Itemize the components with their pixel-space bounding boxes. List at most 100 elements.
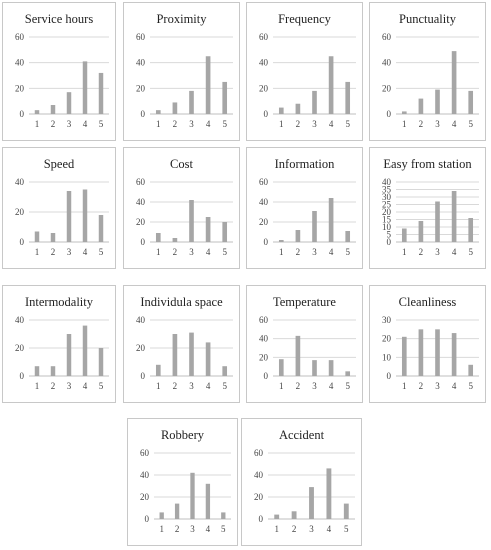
chart-svg: Service hours 0 20 40 60 1 2 3 4 5	[15, 12, 109, 129]
bar-3	[66, 334, 72, 376]
bar-1	[401, 336, 407, 376]
x-tick-label: 4	[206, 119, 211, 129]
y-tick-label: 40	[136, 197, 146, 207]
y-tick-label: 0	[141, 371, 146, 381]
bar-4	[82, 61, 88, 114]
y-tick-label: 0	[20, 371, 25, 381]
y-tick-label: 20	[15, 83, 25, 93]
bar-2	[295, 230, 301, 242]
x-tick-label: 1	[279, 381, 284, 391]
bar-2	[418, 98, 424, 114]
y-tick-label: 20	[259, 352, 269, 362]
bar-5	[345, 231, 351, 242]
bar-2	[295, 335, 301, 376]
bar-1	[34, 366, 40, 376]
y-tick-label: 40	[259, 197, 269, 207]
chart-panel: Easy from station 0 5 10 15 20 25 30 35 40 1 2 3 4 5	[369, 147, 486, 269]
x-tick-label: 4	[329, 247, 334, 257]
y-tick-label: 5	[387, 230, 392, 240]
chart-panel: Robbery 0 20 40 60 1 2 3 4 5	[127, 418, 238, 546]
chart-panel: Intermodality 0 20 40 1 2 3 4 5	[2, 285, 116, 403]
chart-title: Easy from station	[383, 157, 472, 171]
x-tick-label: 4	[452, 119, 457, 129]
x-tick-label: 5	[345, 119, 350, 129]
bar-2	[295, 103, 301, 114]
x-tick-label: 3	[435, 247, 440, 257]
y-tick-label: 40	[140, 470, 150, 480]
bar-5	[343, 503, 349, 519]
bar-1	[278, 359, 284, 376]
x-tick-label: 5	[222, 247, 227, 257]
y-tick-label: 25	[382, 200, 392, 210]
x-tick-label: 1	[279, 119, 284, 129]
x-tick-label: 5	[222, 381, 227, 391]
x-tick-label: 1	[35, 247, 40, 257]
bar-3	[66, 92, 72, 114]
x-tick-label: 5	[99, 119, 104, 129]
y-tick-label: 60	[136, 177, 146, 187]
y-tick-label: 0	[387, 371, 392, 381]
x-tick-label: 4	[206, 524, 211, 534]
x-tick-label: 5	[221, 524, 226, 534]
bar-4	[82, 189, 88, 242]
x-tick-label: 3	[189, 247, 194, 257]
chart-title: Robbery	[161, 428, 205, 442]
bar-1	[155, 233, 161, 242]
x-tick-label: 3	[190, 524, 195, 534]
bar-4	[451, 51, 457, 114]
chart-svg: Speed 0 20 40 1 2 3 4 5	[15, 157, 109, 257]
bar-4	[205, 342, 211, 376]
bar-1	[159, 512, 164, 519]
y-tick-label: 0	[20, 237, 25, 247]
x-tick-label: 5	[345, 381, 350, 391]
y-tick-label: 0	[264, 237, 269, 247]
x-tick-label: 2	[419, 381, 424, 391]
bar-1	[278, 107, 284, 114]
chart-svg: Individula space 0 20 40 1 2 3 4 5	[136, 295, 233, 391]
bar-3	[66, 191, 72, 242]
y-tick-label: 20	[140, 492, 150, 502]
y-tick-label: 20	[259, 83, 269, 93]
y-tick-label: 20	[136, 217, 146, 227]
bar-2	[172, 238, 178, 242]
x-tick-label: 3	[312, 381, 317, 391]
chart-title: Individula space	[140, 295, 223, 309]
y-tick-label: 20	[15, 343, 25, 353]
bar-1	[155, 364, 161, 376]
bar-5	[222, 222, 228, 242]
y-tick-label: 60	[259, 32, 269, 42]
bar-4	[328, 360, 334, 376]
x-tick-label: 1	[156, 119, 161, 129]
y-tick-label: 20	[15, 207, 25, 217]
x-tick-label: 5	[99, 247, 104, 257]
x-tick-label: 3	[312, 119, 317, 129]
bar-3	[435, 89, 440, 114]
x-tick-label: 1	[402, 247, 407, 257]
bar-4	[205, 483, 211, 519]
y-tick-label: 0	[387, 109, 392, 119]
chart-title: Temperature	[273, 295, 336, 309]
bar-1	[401, 111, 407, 114]
x-tick-label: 3	[312, 247, 317, 257]
bar-3	[189, 200, 194, 242]
y-tick-label: 40	[15, 58, 25, 68]
y-tick-label: 35	[382, 185, 392, 195]
chart-svg: Intermodality 0 20 40 1 2 3 4 5	[15, 295, 109, 391]
chart-svg: Temperature 0 20 40 60 1 2 3 4 5	[259, 295, 356, 391]
chart-panel: Speed 0 20 40 1 2 3 4 5	[2, 147, 116, 269]
bar-2	[291, 511, 297, 519]
bar-3	[189, 332, 194, 376]
x-tick-label: 2	[419, 119, 424, 129]
bar-2	[50, 233, 56, 242]
bar-4	[328, 56, 334, 114]
chart-panel: Information 0 20 40 60 1 2 3 4 5	[246, 147, 363, 269]
x-tick-label: 4	[83, 247, 88, 257]
x-tick-label: 4	[206, 381, 211, 391]
y-tick-label: 40	[382, 177, 392, 187]
x-tick-label: 3	[189, 119, 194, 129]
y-tick-label: 30	[382, 192, 392, 202]
bar-1	[274, 514, 280, 519]
y-tick-label: 15	[382, 215, 392, 225]
x-tick-label: 1	[35, 119, 40, 129]
bar-4	[205, 217, 211, 242]
